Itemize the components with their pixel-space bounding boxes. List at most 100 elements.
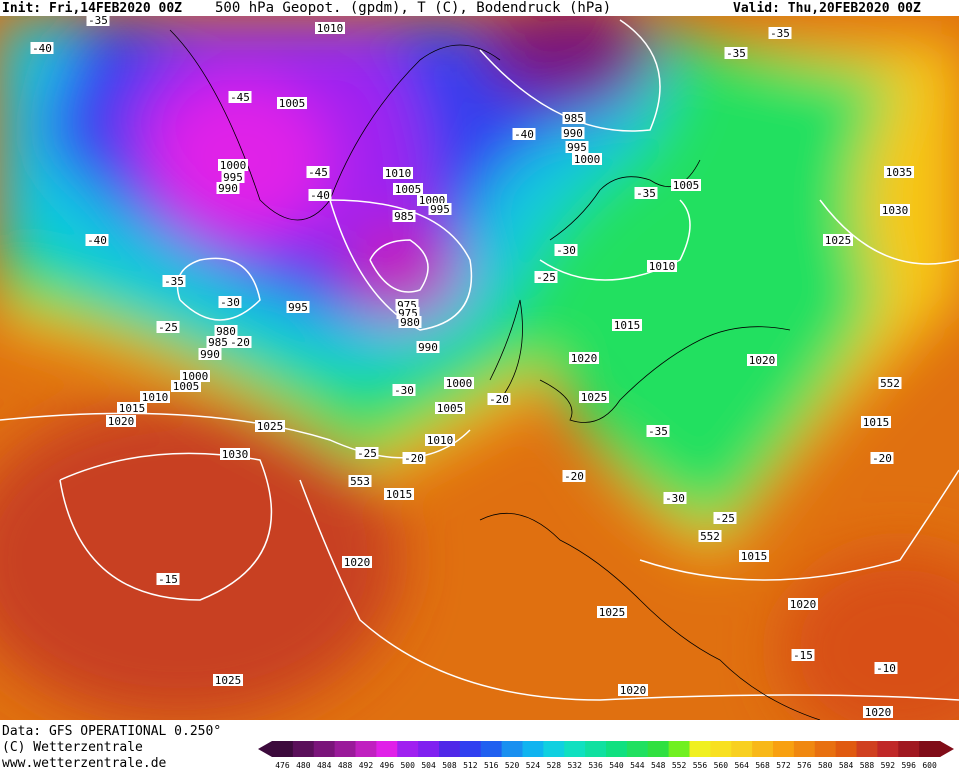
map-label: 1030 — [882, 204, 909, 217]
colorbar-swatch — [689, 741, 711, 757]
label-box — [393, 183, 423, 195]
colorbar-label: 568 — [755, 761, 770, 770]
label-box — [315, 22, 345, 34]
label-box — [739, 550, 769, 562]
map-label: 990 — [563, 127, 583, 140]
label-box — [392, 384, 416, 396]
map-label: 1020 — [749, 354, 776, 367]
map-label: 1020 — [790, 598, 817, 611]
label-box — [884, 166, 914, 178]
map-label: 1010 — [649, 260, 676, 273]
colorbar-label: 496 — [380, 761, 395, 770]
map-label: 552 — [700, 530, 720, 543]
colorbar-swatch — [501, 741, 523, 757]
website: www.wetterzentrale.de — [2, 756, 167, 770]
colorbar-swatch — [814, 741, 837, 757]
map-label: 1020 — [344, 556, 371, 569]
label-box — [198, 348, 222, 360]
map-label: 1025 — [825, 234, 852, 247]
map-label: 1020 — [865, 706, 892, 719]
map-label: -20 — [404, 452, 424, 465]
colorbar-label: 508 — [442, 761, 457, 770]
map-label: 1005 — [173, 380, 200, 393]
map-label: 1020 — [108, 415, 135, 428]
label-box — [647, 260, 677, 272]
data-source: Data: GFS OPERATIONAL 0.250° — [2, 724, 221, 739]
colorbar-label: 504 — [421, 761, 436, 770]
label-box — [216, 182, 240, 194]
colorbar-label: 492 — [359, 761, 374, 770]
map-label: -30 — [556, 244, 576, 257]
colorbar-swatch — [856, 741, 878, 757]
map-label: -20 — [564, 470, 584, 483]
label-box — [106, 415, 136, 427]
label-box — [255, 420, 285, 432]
colorbar-swatch — [585, 741, 607, 757]
map-label: 995 — [567, 141, 587, 154]
colorbar-label: 600 — [922, 761, 937, 770]
map-label: 1015 — [863, 416, 890, 429]
colorbar-label: 536 — [588, 761, 603, 770]
map-label: -35 — [648, 425, 668, 438]
colorbar-swatch — [418, 741, 440, 757]
map-label: 1020 — [620, 684, 647, 697]
label-box — [228, 336, 252, 348]
map-label: 990 — [418, 341, 438, 354]
colorbar-label: 524 — [526, 761, 541, 770]
label-box — [228, 91, 252, 103]
colorbar-swatch — [626, 741, 649, 757]
map-label: 1010 — [142, 391, 169, 404]
map-title: 500 hPa Geopot. (gpdm), T (C), Bodendruc… — [215, 0, 611, 16]
colorbar-swatch — [439, 741, 461, 757]
colorbar-label: 476 — [275, 761, 290, 770]
map-label: -20 — [230, 336, 250, 349]
colorbar-swatch — [313, 741, 336, 757]
map-label: 1005 — [673, 179, 700, 192]
colorbar-swatch — [480, 741, 503, 757]
label-box — [634, 187, 658, 199]
colorbar-swatch — [668, 741, 690, 757]
colorbar-label: 528 — [547, 761, 562, 770]
label-box — [788, 598, 818, 610]
label-box — [383, 167, 413, 179]
colorbar-label: 572 — [776, 761, 791, 770]
map-label: -30 — [220, 296, 240, 309]
colorbar-swatch — [376, 741, 398, 757]
map-label: 995 — [430, 203, 450, 216]
label-box — [156, 573, 180, 585]
valid-time: Valid: Thu,20FEB2020 00Z — [733, 1, 921, 16]
label-box — [671, 179, 701, 191]
colorbar-label: 584 — [839, 761, 854, 770]
colorbar-swatch — [835, 741, 857, 757]
label-box — [428, 203, 452, 215]
map-label: 1015 — [119, 402, 146, 415]
label-box — [791, 649, 815, 661]
label-box — [218, 296, 242, 308]
label-box — [355, 447, 379, 459]
map-label: 995 — [223, 171, 243, 184]
map-label: -35 — [88, 14, 108, 27]
label-box — [306, 166, 330, 178]
map-label: 1005 — [395, 183, 422, 196]
map-label: -40 — [32, 42, 52, 55]
map-label: 553 — [350, 475, 370, 488]
map-label: -35 — [164, 275, 184, 288]
label-box — [214, 325, 238, 337]
colorbar-label: 580 — [818, 761, 833, 770]
colorbar-label: 484 — [317, 761, 332, 770]
colorbar-swatch — [647, 741, 670, 757]
colorbar-swatch — [522, 741, 544, 757]
map-label: 1030 — [222, 448, 249, 461]
colorbar-swatch — [793, 741, 816, 757]
map-label: -35 — [726, 47, 746, 60]
map-label: -45 — [230, 91, 250, 104]
colorbar-swatch — [919, 741, 941, 757]
colorbar-label: 596 — [901, 761, 916, 770]
map-label: -20 — [872, 452, 892, 465]
colorbar-swatch — [292, 741, 315, 757]
map-label: -15 — [793, 649, 813, 662]
colorbar-label: 556 — [693, 761, 708, 770]
colorbar-label: 588 — [860, 761, 875, 770]
label-box — [870, 452, 894, 464]
